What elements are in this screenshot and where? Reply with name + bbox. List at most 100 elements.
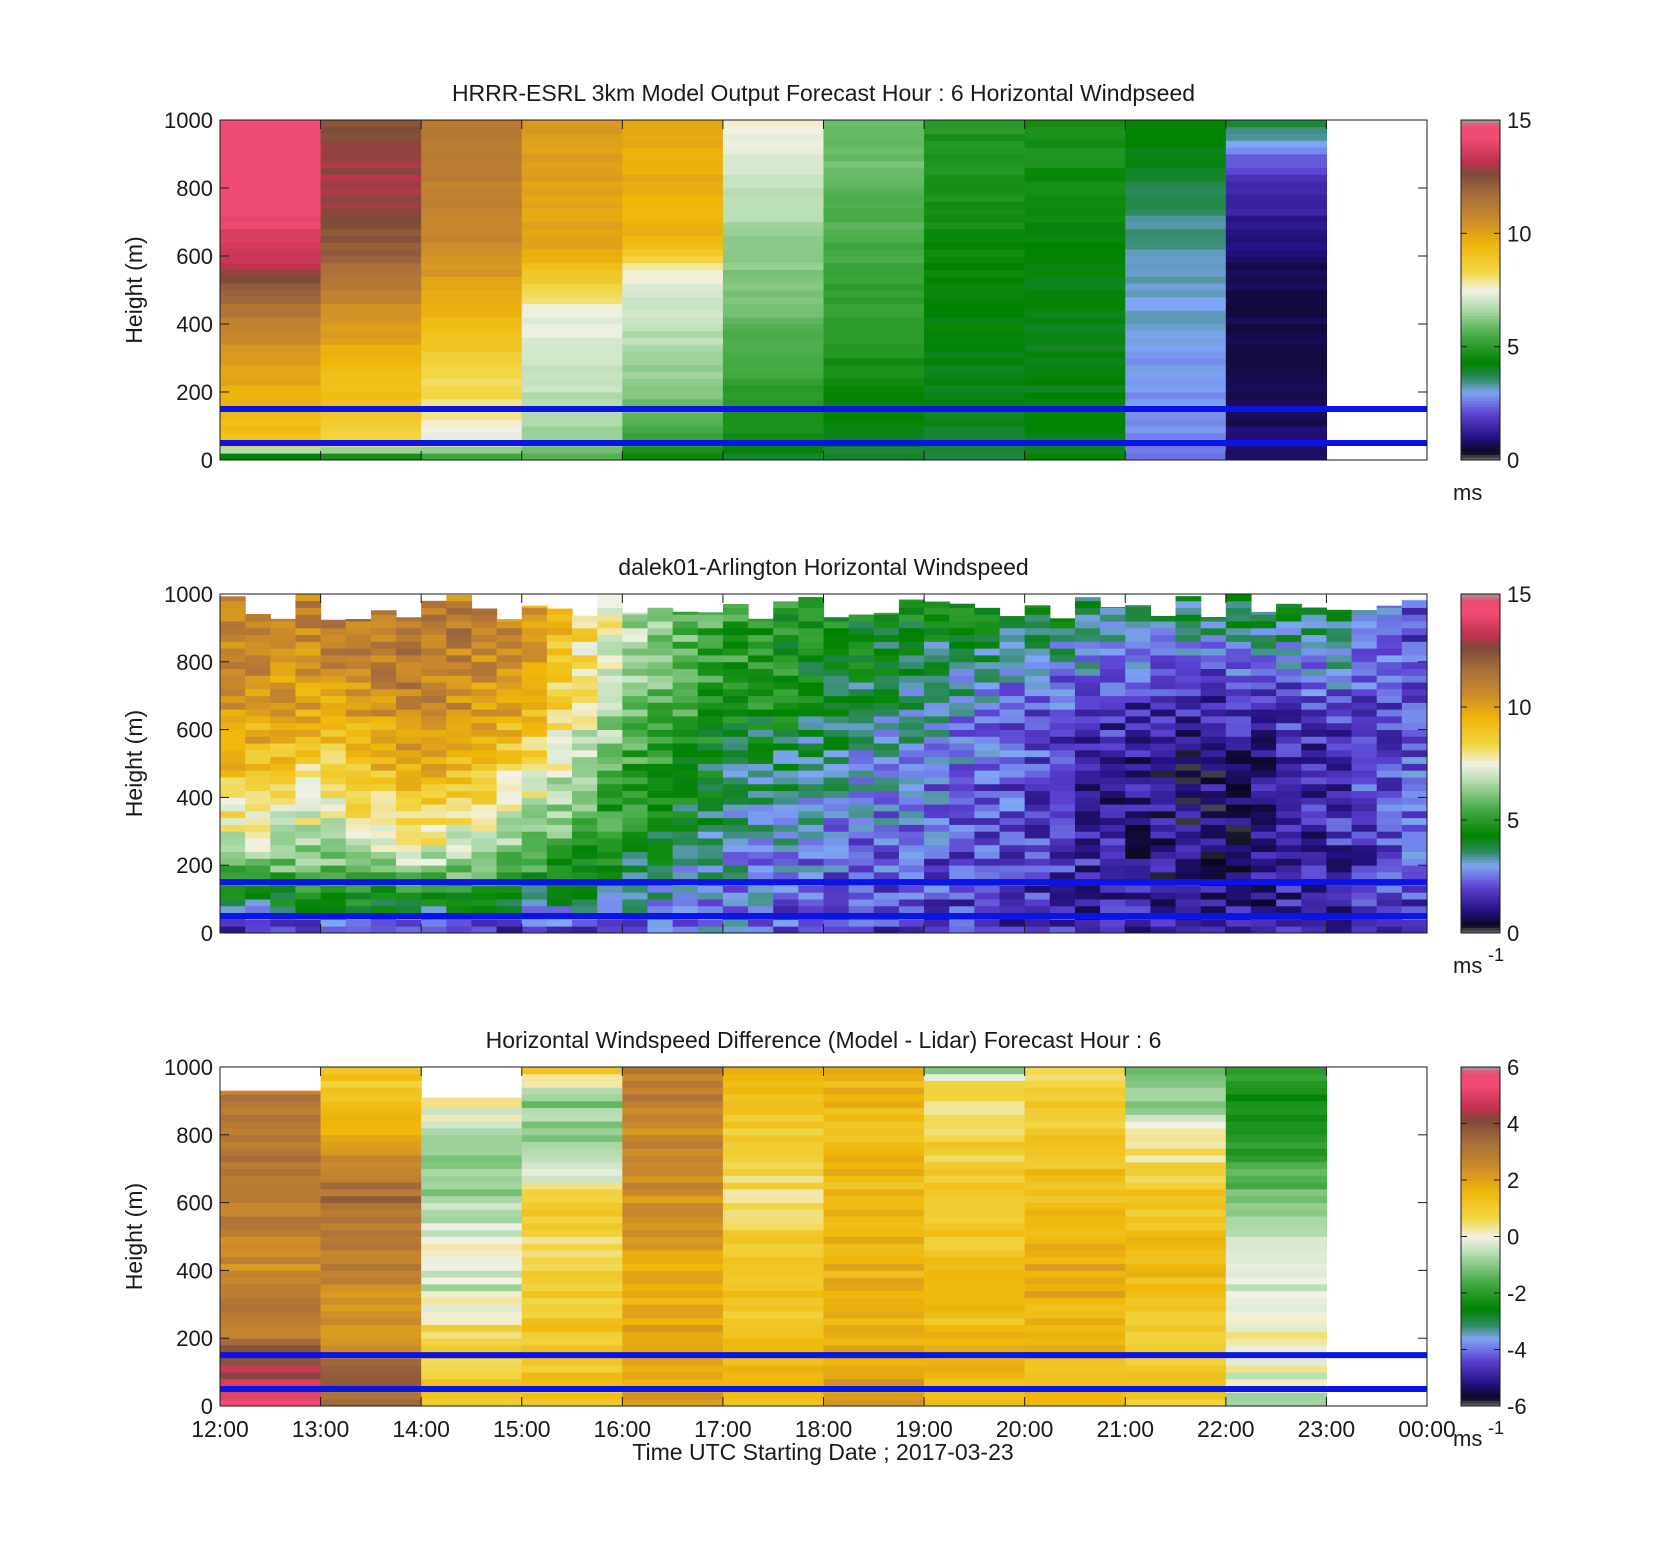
heatmap-cell [722,1094,825,1102]
heatmap-cell [597,865,623,873]
heatmap-cell [1200,749,1227,758]
heatmap-cell [446,824,473,832]
colorbar-swatch [1461,870,1500,875]
heatmap-cell [1276,790,1302,798]
heatmap-cell [546,648,573,656]
heatmap-cell [345,682,372,690]
heatmap-cell [1150,797,1177,805]
heatmap-cell [1125,688,1151,697]
heatmap-cell [898,607,925,615]
colorbar-swatch [1461,1092,1500,1096]
heatmap-cell [220,147,322,155]
heatmap-cell [1049,844,1076,853]
heatmap-cell [974,702,1001,710]
heatmap-cell [1125,641,1151,649]
colorbar-swatch [1461,1377,1500,1382]
heatmap-cell [1326,716,1353,724]
heatmap-cell [220,1202,322,1210]
heatmap-cell [295,817,322,825]
heatmap-cell [974,919,1001,927]
heatmap-cell [1376,709,1403,717]
heatmap-cell [1351,851,1378,859]
heatmap-cell [697,899,724,907]
heatmap-cell [295,790,322,798]
heatmap-cell [1401,797,1428,805]
heatmap-cell [421,1270,523,1278]
heatmap-cell [597,749,623,758]
heatmap-cell [1225,1344,1328,1353]
heatmap-cell [421,147,523,155]
heatmap-cell [345,661,372,669]
heatmap-cell [546,892,573,900]
heatmap-cell [370,905,397,914]
heatmap-cell [320,126,422,134]
heatmap-cell [320,777,347,785]
heatmap-cell [823,617,850,622]
heatmap-cell [1225,1222,1328,1231]
heatmap-cell [270,695,297,703]
heatmap-cell [1150,770,1177,778]
heatmap-cell [471,634,498,642]
heatmap-cell [823,1229,925,1237]
heatmap-cell [597,844,623,853]
heatmap-cell [924,1378,1026,1387]
heatmap-cell [1200,682,1227,690]
heatmap-cell [722,1304,825,1312]
heatmap-cell [546,810,573,819]
heatmap-cell [220,194,322,202]
heatmap-cell [220,412,322,420]
heatmap-cell [270,797,297,805]
heatmap-cell [1100,675,1126,683]
colorbar-frame [1460,119,1501,461]
heatmap-cell [521,831,548,839]
heatmap-cell [546,824,573,832]
heatmap-cell [924,120,1026,128]
heatmap-cell [848,899,875,907]
heatmap-cell [722,215,825,223]
heatmap-cell [220,756,246,764]
heatmap-cell [370,641,397,649]
heatmap-cell [1326,675,1353,683]
heatmap-cell [798,763,825,771]
heatmap-cell [748,722,774,730]
heatmap-cell [1150,749,1177,758]
heatmap-cell [748,736,774,744]
heatmap-cell [999,790,1026,798]
colorbar-swatch [1461,1199,1500,1204]
colorbar-swatch [1461,400,1500,404]
heatmap-cell [396,756,422,764]
heatmap-cell [823,269,925,277]
heatmap-cell [245,641,271,649]
heatmap-cell [974,777,1001,785]
heatmap-cell [220,1324,322,1332]
heatmap-cell [1276,871,1302,880]
heatmap-cell [1024,419,1126,427]
heatmap-cell [949,885,975,893]
heatmap-cell [1376,729,1403,737]
colorbar-swatch [1461,1086,1500,1091]
heatmap-cell [622,446,724,454]
heatmap-cell [1401,599,1428,602]
heatmap-cell [898,804,925,812]
heatmap-cell [1301,871,1328,880]
heatmap-cell [220,1216,322,1224]
heatmap-cell [949,858,975,866]
colorbar-swatch [1461,1230,1500,1235]
heatmap-cell [924,1229,1026,1237]
heatmap-cell [1225,283,1328,291]
heatmap-cell [220,133,322,141]
heatmap-cell [823,1243,925,1251]
heatmap-cell [1401,817,1428,825]
heatmap-cell [1326,899,1353,907]
heatmap-cell [823,126,925,134]
heatmap-cell [220,392,322,400]
heatmap-cell [521,641,548,649]
heatmap-cell [1225,797,1252,805]
colorbar-swatch [1461,887,1500,892]
heatmap-cell [320,1392,422,1400]
heatmap-cell [999,817,1026,825]
heatmap-cell [1351,790,1378,798]
heatmap-cell [924,222,1026,230]
heatmap-cell [220,851,246,859]
heatmap-cell [521,147,623,155]
